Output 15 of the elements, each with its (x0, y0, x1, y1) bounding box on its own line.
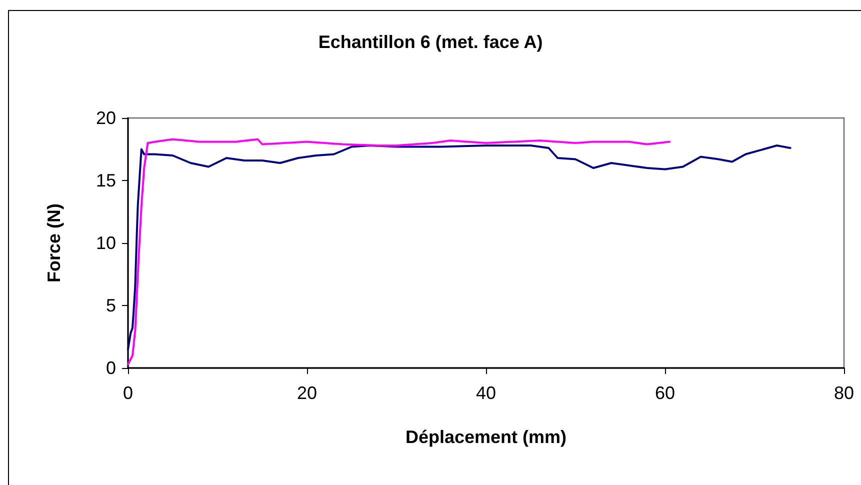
y-axis-title: Force (N) (44, 203, 64, 283)
line-series (127, 138, 670, 366)
y-tick-label: 15 (96, 170, 116, 190)
y-tick-label: 10 (96, 233, 116, 253)
x-tick-label: 60 (654, 383, 676, 403)
x-tick-label: 20 (296, 383, 318, 403)
y-tick-label: 20 (96, 108, 116, 128)
x-tick-label: 40 (476, 383, 496, 403)
y-tick-label: 5 (106, 296, 116, 316)
x-tick-label: 80 (834, 383, 854, 403)
y-tick-label: 0 (106, 358, 116, 378)
line-series (127, 144, 792, 350)
chart-title: Echantillon 6 (met. face A) (318, 32, 543, 52)
x-tick-label: 0 (122, 383, 134, 403)
x-axis-title: Déplacement (mm) (405, 427, 567, 447)
